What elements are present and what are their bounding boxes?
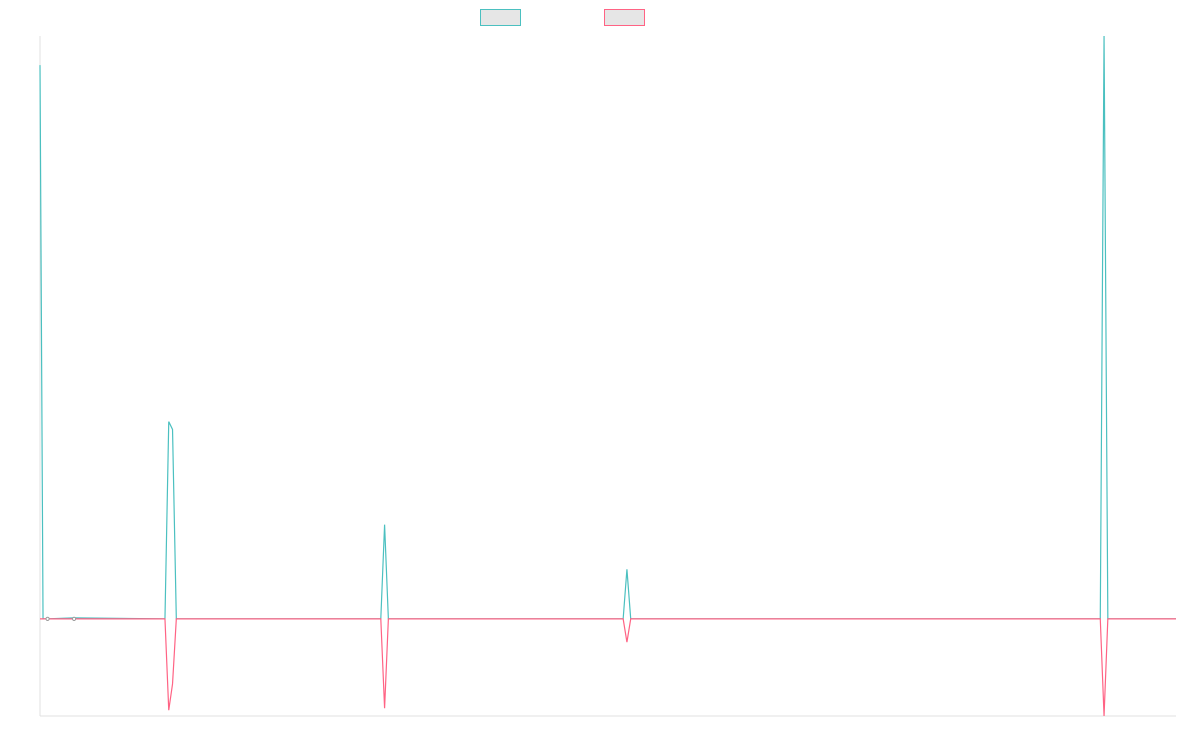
data-point-1	[45, 616, 50, 621]
legend-swatch-2[interactable]	[604, 9, 645, 26]
series-line-2	[40, 618, 1176, 717]
axes	[39, 36, 1176, 717]
data-point-2	[71, 616, 77, 621]
legend-swatch-1[interactable]	[480, 9, 521, 26]
legend	[480, 9, 645, 26]
plot-area	[39, 35, 1176, 717]
series-line-1	[39, 35, 1176, 620]
